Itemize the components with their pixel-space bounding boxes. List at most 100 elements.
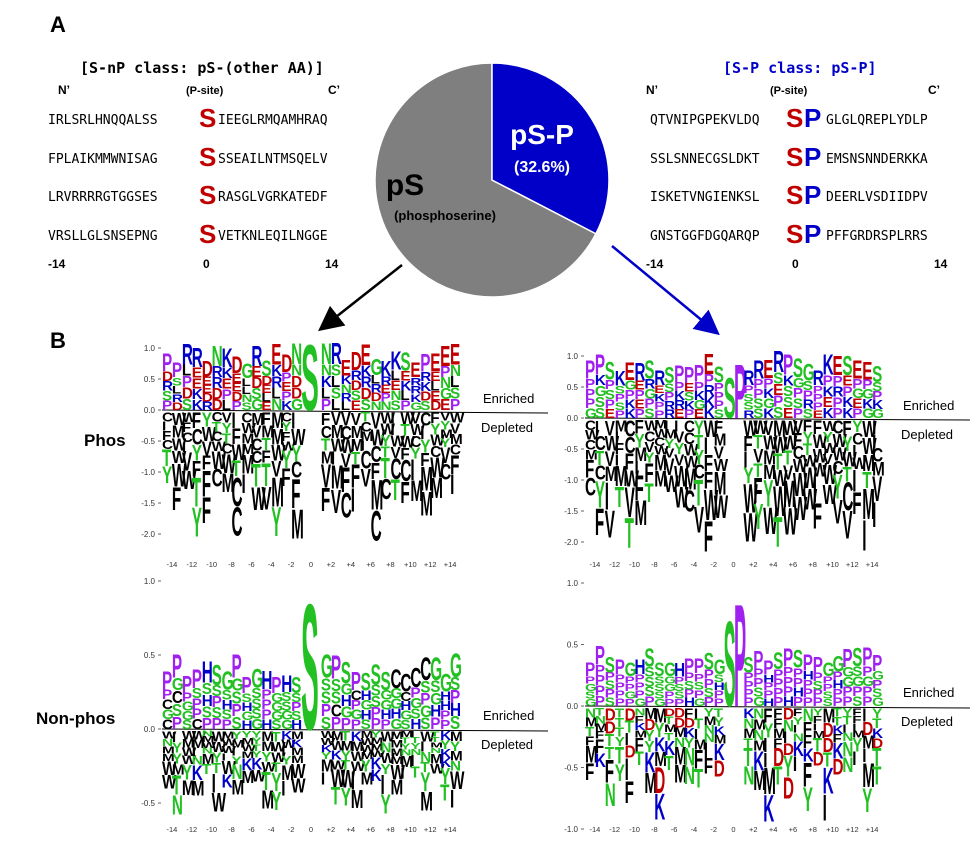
logo-letter: W <box>773 478 787 526</box>
logo-letter: M <box>585 715 598 730</box>
sp-row-right: EMSNSNNDERKKA <box>826 152 928 167</box>
logo-letter: S <box>753 686 763 701</box>
sp-center-p: P <box>804 142 821 172</box>
logo-letter: S <box>773 370 783 387</box>
logo-letter: N <box>232 760 243 784</box>
logo-letter: D <box>351 347 362 376</box>
logo-letter: H <box>222 698 233 713</box>
logo-letter: G <box>390 697 402 712</box>
logo-letter: W <box>450 410 465 427</box>
logo-letter: R <box>162 379 174 394</box>
logo-letter: C <box>400 690 411 705</box>
logo-letter: S <box>222 708 233 723</box>
logo-letter: C <box>832 457 843 478</box>
logo-letter: P <box>674 379 684 393</box>
logo-letter: R <box>743 408 754 421</box>
logo-letter: M <box>321 447 334 467</box>
logo-letter: S <box>644 665 655 680</box>
logo-letter: P <box>803 388 813 403</box>
y-tick-label: -1.0 <box>564 476 578 485</box>
logo-letter: P <box>182 672 192 698</box>
logo-letter: P <box>763 680 773 692</box>
logo-letter: M <box>361 750 374 761</box>
logo-letter: K <box>321 374 333 391</box>
logo-letter: P <box>783 685 794 700</box>
logo-letter: I <box>852 465 856 499</box>
logo-letter: H <box>341 693 352 710</box>
logo-letter: G <box>832 653 844 678</box>
logo-letter: L <box>331 374 341 391</box>
logo-letter: V <box>222 411 232 427</box>
logo-letter: T <box>615 481 624 514</box>
logo-letter: P <box>291 699 301 713</box>
logo-letter: V <box>872 469 883 509</box>
logo-letter: W <box>783 417 798 440</box>
logo-letter: W <box>803 484 818 517</box>
logo-letter: P <box>684 407 694 420</box>
logo-letter: P <box>852 407 863 422</box>
logo-letter: F <box>605 754 614 790</box>
logo-letter: S <box>743 391 753 404</box>
logo-letter: C <box>872 444 883 466</box>
logo-letter: P <box>813 383 823 396</box>
logo-letter: S <box>743 653 753 677</box>
logo-letter: W <box>803 463 818 496</box>
logo-letter: V <box>832 493 842 532</box>
logo-letter: S <box>773 405 783 422</box>
logo-letter: E <box>852 397 863 412</box>
logo-letter: P <box>341 716 351 733</box>
logo-letter: E <box>232 380 242 395</box>
logo-letter: I <box>410 753 414 770</box>
logo-letter: F <box>615 441 624 458</box>
logo-letter: H <box>450 700 461 721</box>
logo-letter: K <box>654 787 665 829</box>
x-tick-label: -2 <box>288 825 295 834</box>
logo-letter: S <box>743 400 753 413</box>
logo-letter: K <box>793 736 805 760</box>
logo-letter: M <box>450 431 463 448</box>
logo-letter: W <box>172 409 187 429</box>
logo-letter: M <box>862 756 875 795</box>
logo-letter: S <box>371 658 381 691</box>
logo-letter: S <box>872 687 882 700</box>
logo-letter: G <box>440 386 452 403</box>
logo-letter: T <box>595 706 604 718</box>
logo-letter: Y <box>232 754 242 767</box>
logo-letter: G <box>251 663 263 694</box>
logo-letter: R <box>381 375 392 388</box>
x-tick-label: +10 <box>826 825 839 834</box>
logo-letter: W <box>281 737 296 750</box>
logo-letter: M <box>635 728 648 740</box>
logo-letter: P <box>261 708 271 723</box>
logo-letter: R <box>212 375 223 392</box>
logo-letter: T <box>400 736 410 746</box>
logo-letter: I <box>664 418 668 433</box>
logo-letter: H <box>763 696 774 708</box>
logo-letter: G <box>381 698 393 713</box>
logo-letter: G <box>162 708 174 723</box>
logo-letter: G <box>664 674 676 686</box>
logo-letter: T <box>381 452 390 485</box>
logo-letter: F <box>852 713 861 725</box>
logo-letter: F <box>281 464 290 492</box>
logo-letter: I <box>615 429 619 446</box>
logo-letter: V <box>674 430 685 447</box>
logo-letter: G <box>872 695 884 708</box>
logo-letter: D <box>162 370 173 385</box>
logo-letter: Y <box>694 446 704 469</box>
logo-letter: T <box>644 477 654 508</box>
logo-letter: E <box>783 405 793 422</box>
logo-letter: N <box>271 397 282 414</box>
logo-letter: G <box>410 400 422 413</box>
logo-letter: Y <box>251 736 262 746</box>
logo-letter: M <box>271 426 284 451</box>
logo-letter: W <box>763 501 778 543</box>
logo-letter: C <box>684 430 695 448</box>
logo-letter: V <box>182 449 192 477</box>
logo-letter: M <box>281 760 294 784</box>
logo-letter: W <box>773 466 788 492</box>
logo-letter: I <box>872 494 876 534</box>
logo-letter: F <box>281 430 291 445</box>
depleted-label: Depleted <box>901 714 953 729</box>
logo-letter: Y <box>440 737 451 751</box>
